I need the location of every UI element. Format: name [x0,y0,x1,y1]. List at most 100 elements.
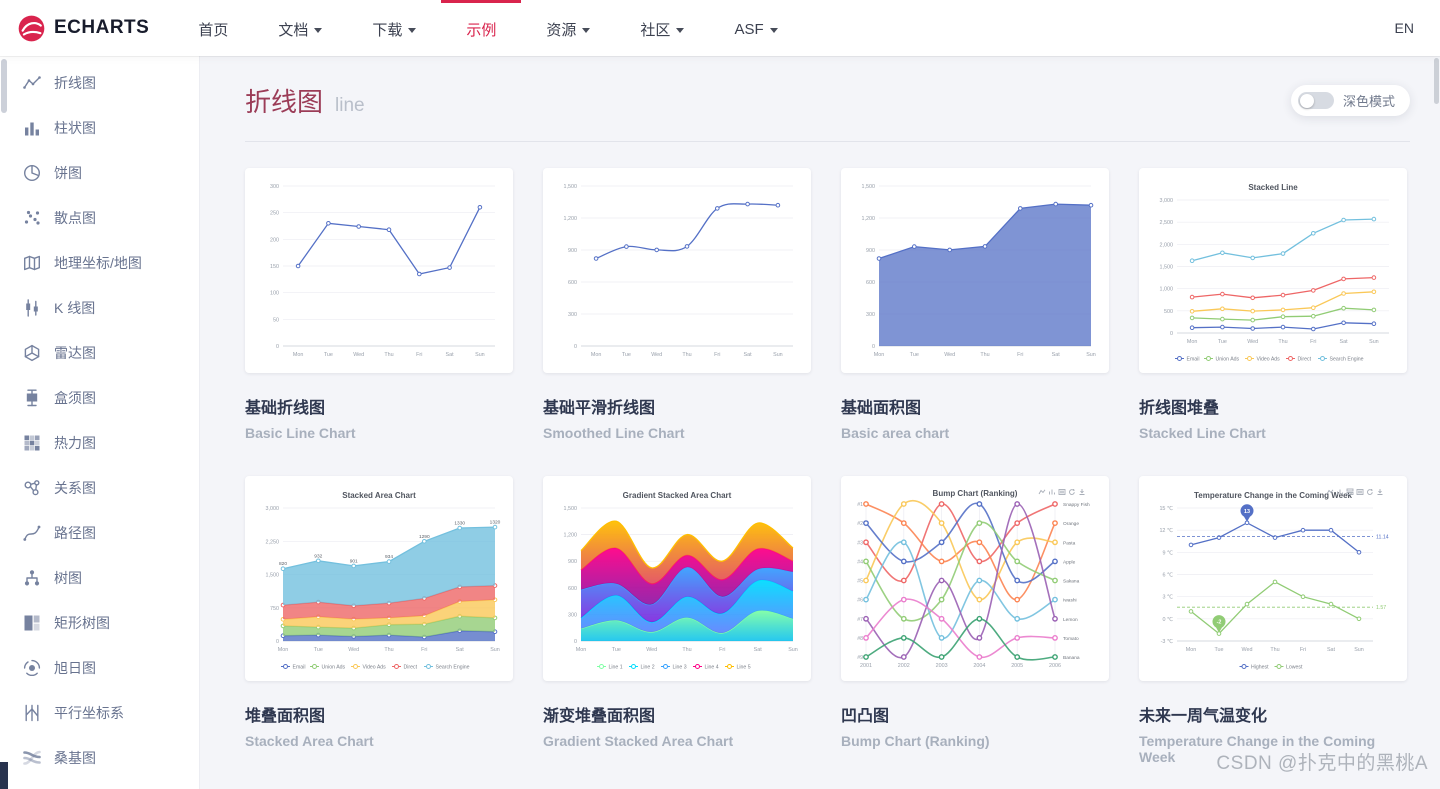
y-axis-label: 300 [866,312,875,318]
sidebar-item-treemap[interactable]: 矩形树图 [0,600,199,645]
magic-type-bar-icon[interactable] [1337,489,1343,495]
example-card-thumbnail[interactable]: 0 750 1,500 2,250 3,000 Mon Tue Wed Thu Fri Sat Sun… [245,476,513,681]
x-axis-label: Fri [1310,339,1316,345]
echarts-logo-icon [18,15,45,41]
example-card-thumbnail[interactable]: -3 ℃ 0 ℃ 3 ℃ 6 ℃ 9 ℃ 12 ℃ 15 ℃ Mon Tue Wed Thu Fri S… [1139,476,1407,681]
nav-item-docs[interactable]: 文档 [253,0,347,56]
corner-block [0,762,8,789]
example-title[interactable]: 折线图堆叠 [1139,400,1220,417]
nav-item-asf[interactable]: ASF [709,0,802,56]
sidebar-item-parallel[interactable]: 平行坐标系 [0,690,199,735]
example-title[interactable]: 渐变堆叠面积图 [543,708,656,725]
echarts-logo[interactable]: ECHARTS [0,0,149,56]
legend-item: Video Ads [363,665,387,671]
y-axis-label: 0 [574,639,577,645]
language-switch[interactable]: EN [1394,20,1414,36]
save-image-icon[interactable] [1377,489,1383,495]
x-axis-label: Fri [421,647,427,653]
navbar: ECHARTS 首页 文档 下载 示例 资源 社区 ASF EN [0,0,1440,56]
main-scrollbar-thumb[interactable] [1434,58,1439,104]
legend-item: Union Ads [322,665,346,671]
example-card: 0 50 100 150 200 250 300 Mon Tue Wed Thu Fri Sat Sun 基… [245,168,513,441]
example-card-thumbnail[interactable]: 0 300 600 900 1,200 1,500 Mon Tue Wed Thu Fri Sat Su… [841,168,1109,373]
example-title[interactable]: 基础平滑折线图 [543,400,656,417]
example-card: 0 750 1,500 2,250 3,000 Mon Tue Wed Thu Fri Sat Sun… [245,476,513,765]
y-axis-label: 0 ℃ [1162,617,1173,623]
y-axis-label: 15 ℃ [1159,506,1173,512]
data-view-icon[interactable] [1058,489,1066,495]
example-card-thumbnail[interactable]: 0 300 600 900 1,200 1,500 Mon Tue Wed Thu Fri Sat Su… [543,168,811,373]
stack-switch-icon[interactable] [1346,488,1354,495]
x-axis-label: Sun [1369,339,1379,345]
y-axis-label: 0 [276,639,279,645]
nav-item-resources[interactable]: 资源 [521,0,615,56]
magic-type-line-icon[interactable] [1038,489,1046,495]
magic-type-line-icon[interactable] [1326,489,1334,495]
example-title[interactable]: 堆叠面积图 [245,708,326,725]
y-axis-label: #2 [857,521,863,527]
x-axis-label: Mon [874,352,885,358]
nav-item-download[interactable]: 下载 [347,0,441,56]
save-image-icon[interactable] [1079,489,1085,495]
main-scrollbar[interactable] [1433,56,1440,789]
example-title[interactable]: 未来一周气温变化 [1139,708,1268,725]
example-card-thumbnail[interactable]: 2001 2002 2003 2004 2005 2006 #1 #2 #3 #4 #5 #6 #7 #8… [841,476,1109,681]
sidebar-item-radar[interactable]: 雷达图 [0,330,199,375]
example-title[interactable]: 凹凸图 [841,708,890,725]
x-axis-label: Sat [446,352,455,358]
sidebar-item-label: 关系图 [54,479,96,496]
nav-item-label: 下载 [372,22,403,39]
x-axis-label: Wed [1247,339,1258,345]
sidebar-item-label: 散点图 [54,209,96,226]
sidebar-item-pie[interactable]: 饼图 [0,150,199,195]
legend-item: Direct [1298,357,1312,363]
chart-title: Bump Chart (Ranking) [933,489,1018,498]
nav-item-label: 首页 [198,22,229,39]
sidebar-item-bar[interactable]: 柱状图 [0,105,199,150]
sidebar-scrollbar-thumb[interactable] [1,59,7,113]
example-subtitle[interactable]: Gradient Stacked Area Chart [543,733,734,749]
sidebar-item-boxplot[interactable]: 盒须图 [0,375,199,420]
sidebar-item-sankey[interactable]: 桑基图 [0,735,199,780]
y-axis-label: 100 [270,291,279,297]
example-subtitle[interactable]: Basic area chart [841,425,950,441]
sidebar-item-scatter[interactable]: 散点图 [0,195,199,240]
magic-type-bar-icon[interactable] [1049,489,1055,495]
markline-label: 1.57 [1376,605,1386,611]
nav-item-examples[interactable]: 示例 [441,0,522,56]
nav-item-community[interactable]: 社区 [615,0,709,56]
example-subtitle[interactable]: Stacked Area Chart [245,733,374,749]
candlestick-chart-icon [23,298,41,317]
nav-item-home[interactable]: 首页 [173,0,253,56]
sidebar-item-sunburst[interactable]: 旭日图 [0,645,199,690]
sidebar-item-candlestick[interactable]: K 线图 [0,285,199,330]
example-card-thumbnail[interactable]: 0 300 600 900 1,200 1,500 Mon Tue Wed Thu Fri Sat Su… [543,476,811,681]
sidebar-item-tree[interactable]: 树图 [0,555,199,600]
dark-mode-toggle[interactable] [1297,92,1334,109]
example-card-thumbnail[interactable]: 0 500 1,000 1,500 2,000 2,500 3,000 Mon Tue Wed Th… [1139,168,1407,373]
example-title[interactable]: 基础折线图 [245,400,326,417]
series-label: Banana [1063,655,1080,661]
restore-icon[interactable] [1367,488,1373,495]
example-subtitle[interactable]: Stacked Line Chart [1139,425,1266,441]
example-title[interactable]: 基础面积图 [841,400,922,417]
x-axis-label: Tue [1218,339,1227,345]
x-axis-label: Fri [1300,647,1306,653]
example-subtitle[interactable]: Smoothed Line Chart [543,425,685,441]
sidebar-item-label: 地理坐标/地图 [54,254,142,271]
sidebar-item-lines[interactable]: 路径图 [0,510,199,555]
data-view-icon[interactable] [1356,489,1364,495]
sidebar-item-graph[interactable]: 关系图 [0,465,199,510]
sidebar-item-line[interactable]: 折线图 [0,60,199,105]
sidebar-item-label: 树图 [54,569,82,586]
example-subtitle[interactable]: Basic Line Chart [245,425,356,441]
example-subtitle[interactable]: Temperature Change in the Coming Week [1139,733,1376,765]
y-axis-label: #5 [857,579,863,585]
sidebar-item-map[interactable]: 地理坐标/地图 [0,240,199,285]
sidebar-item-heatmap[interactable]: 热力图 [0,420,199,465]
restore-icon[interactable] [1069,488,1075,495]
y-axis-label: 500 [1164,309,1173,315]
main-content: 折线图 line 深色模式 0 50 100 150 200 250 300 Mon Tue Wed… [200,56,1440,789]
example-subtitle[interactable]: Bump Chart (Ranking) [841,733,990,749]
example-card-thumbnail[interactable]: 0 50 100 150 200 250 300 Mon Tue Wed Thu Fri Sat Sun [245,168,513,373]
